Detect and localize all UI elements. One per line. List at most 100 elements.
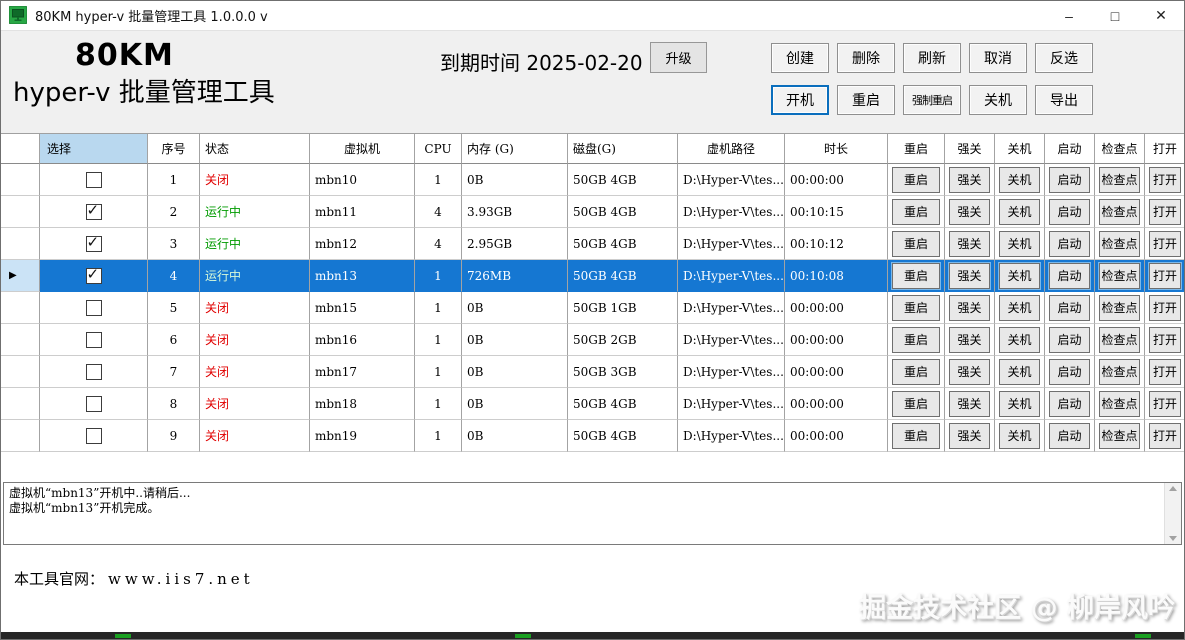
row-restart-button[interactable]: 重启 [892, 422, 940, 449]
row-shutdown-button[interactable]: 关机 [998, 261, 1041, 290]
refresh-button[interactable]: 刷新 [903, 43, 961, 73]
row-start-button[interactable]: 启动 [1049, 294, 1090, 321]
row-checkpoint-button[interactable]: 检查点 [1099, 294, 1140, 321]
table-row[interactable]: ▶ 3 运行中 mbn12 4 2.95GB 50GB 4GB D:\Hyper… [0, 228, 1185, 260]
row-selector-cell[interactable]: ▶ [0, 196, 40, 228]
row-force-off-button[interactable]: 强关 [949, 358, 990, 385]
row-start-button[interactable]: 启动 [1049, 166, 1090, 193]
row-open-button[interactable]: 打开 [1148, 261, 1182, 290]
row-checkbox[interactable] [85, 233, 102, 252]
row-force-off-button[interactable]: 强关 [948, 261, 991, 290]
row-checkpoint-button[interactable]: 检查点 [1099, 166, 1140, 193]
row-open-button[interactable]: 打开 [1149, 198, 1181, 225]
row-selector-cell[interactable]: ▶ [0, 164, 40, 196]
row-selector-cell[interactable]: ▶ [0, 228, 40, 260]
table-row[interactable]: ▶ 6 关闭 mbn16 1 0B 50GB 2GB D:\Hyper-V\te… [0, 324, 1185, 356]
row-checkbox[interactable] [85, 427, 102, 444]
row-shutdown-button[interactable]: 关机 [999, 198, 1040, 225]
row-open-button[interactable]: 打开 [1149, 166, 1181, 193]
header-force-off[interactable]: 强关 [945, 134, 995, 164]
force-restart-button[interactable]: 强制重启 [903, 85, 961, 115]
header-cpu[interactable]: CPU [415, 134, 462, 164]
row-force-off-button[interactable]: 强关 [949, 294, 990, 321]
row-restart-button[interactable]: 重启 [892, 230, 940, 257]
row-force-off-button[interactable]: 强关 [949, 166, 990, 193]
row-restart-button[interactable]: 重启 [892, 198, 940, 225]
header-disk[interactable]: 磁盘(G) [568, 134, 678, 164]
table-row[interactable]: ▶ 7 关闭 mbn17 1 0B 50GB 3GB D:\Hyper-V\te… [0, 356, 1185, 388]
row-open-button[interactable]: 打开 [1149, 326, 1181, 353]
row-restart-button[interactable]: 重启 [892, 294, 940, 321]
row-start-button[interactable]: 启动 [1049, 422, 1090, 449]
row-open-button[interactable]: 打开 [1149, 358, 1181, 385]
header-vm[interactable]: 虚拟机 [310, 134, 415, 164]
scroll-up-icon[interactable] [1169, 486, 1177, 491]
row-selector-cell[interactable]: ▶ [0, 420, 40, 452]
row-selector-cell[interactable]: ▶ [0, 292, 40, 324]
row-start-button[interactable]: 启动 [1049, 326, 1090, 353]
close-button[interactable]: ✕ [1138, 1, 1184, 30]
invert-selection-button[interactable]: 反选 [1035, 43, 1093, 73]
header-status[interactable]: 状态 [200, 134, 310, 164]
row-checkpoint-button[interactable]: 检查点 [1099, 326, 1140, 353]
row-shutdown-button[interactable]: 关机 [999, 326, 1040, 353]
row-selector-cell[interactable]: ▶ [0, 260, 40, 292]
row-shutdown-button[interactable]: 关机 [999, 358, 1040, 385]
header-shutdown[interactable]: 关机 [995, 134, 1045, 164]
header-path[interactable]: 虚机路径 [678, 134, 785, 164]
row-checkbox[interactable] [85, 265, 102, 284]
maximize-button[interactable]: □ [1092, 1, 1138, 30]
row-checkbox[interactable] [85, 201, 102, 220]
header-select[interactable]: 选择 [40, 134, 148, 164]
row-start-button[interactable]: 启动 [1049, 198, 1090, 225]
header-restart[interactable]: 重启 [888, 134, 945, 164]
log-scrollbar[interactable] [1164, 483, 1181, 544]
table-row[interactable]: ▶ 4 运行中 mbn13 1 726MB 50GB 4GB D:\Hyper-… [0, 260, 1185, 292]
table-row[interactable]: ▶ 2 运行中 mbn11 4 3.93GB 50GB 4GB D:\Hyper… [0, 196, 1185, 228]
row-checkbox[interactable] [85, 363, 102, 380]
row-restart-button[interactable]: 重启 [892, 390, 940, 417]
row-force-off-button[interactable]: 强关 [949, 390, 990, 417]
header-memory[interactable]: 内存 (G) [462, 134, 568, 164]
site-url-link[interactable]: www.iis7.net [108, 570, 254, 588]
upgrade-button[interactable]: 升级 [650, 42, 707, 73]
restart-button[interactable]: 重启 [837, 85, 895, 115]
row-checkpoint-button[interactable]: 检查点 [1099, 198, 1140, 225]
minimize-button[interactable]: – [1046, 1, 1092, 30]
row-shutdown-button[interactable]: 关机 [999, 230, 1040, 257]
row-checkbox[interactable] [85, 171, 102, 188]
row-start-button[interactable]: 启动 [1049, 358, 1090, 385]
table-row[interactable]: ▶ 8 关闭 mbn18 1 0B 50GB 4GB D:\Hyper-V\te… [0, 388, 1185, 420]
row-open-button[interactable]: 打开 [1149, 422, 1181, 449]
row-restart-button[interactable]: 重启 [892, 358, 940, 385]
row-selector-cell[interactable]: ▶ [0, 388, 40, 420]
table-row[interactable]: ▶ 5 关闭 mbn15 1 0B 50GB 1GB D:\Hyper-V\te… [0, 292, 1185, 324]
power-on-button[interactable]: 开机 [771, 85, 829, 115]
row-checkpoint-button[interactable]: 检查点 [1099, 358, 1140, 385]
row-shutdown-button[interactable]: 关机 [999, 422, 1040, 449]
table-row[interactable]: ▶ 1 关闭 mbn10 1 0B 50GB 4GB D:\Hyper-V\te… [0, 164, 1185, 196]
row-restart-button[interactable]: 重启 [892, 166, 940, 193]
header-checkpoint[interactable]: 检查点 [1095, 134, 1145, 164]
row-start-button[interactable]: 启动 [1049, 390, 1090, 417]
row-start-button[interactable]: 启动 [1049, 230, 1090, 257]
table-row[interactable]: ▶ 9 关闭 mbn19 1 0B 50GB 4GB D:\Hyper-V\te… [0, 420, 1185, 452]
export-button[interactable]: 导出 [1035, 85, 1093, 115]
header-open[interactable]: 打开 [1145, 134, 1185, 164]
shutdown-button[interactable]: 关机 [969, 85, 1027, 115]
row-selector-cell[interactable]: ▶ [0, 324, 40, 356]
row-shutdown-button[interactable]: 关机 [999, 294, 1040, 321]
scroll-down-icon[interactable] [1169, 536, 1177, 541]
row-force-off-button[interactable]: 强关 [949, 422, 990, 449]
row-checkpoint-button[interactable]: 检查点 [1099, 422, 1140, 449]
cancel-button[interactable]: 取消 [969, 43, 1027, 73]
row-shutdown-button[interactable]: 关机 [999, 166, 1040, 193]
row-open-button[interactable]: 打开 [1149, 230, 1181, 257]
row-start-button[interactable]: 启动 [1048, 261, 1091, 290]
row-checkpoint-button[interactable]: 检查点 [1099, 230, 1140, 257]
row-selector-cell[interactable]: ▶ [0, 356, 40, 388]
delete-button[interactable]: 删除 [837, 43, 895, 73]
create-button[interactable]: 创建 [771, 43, 829, 73]
row-force-off-button[interactable]: 强关 [949, 230, 990, 257]
row-open-button[interactable]: 打开 [1149, 294, 1181, 321]
